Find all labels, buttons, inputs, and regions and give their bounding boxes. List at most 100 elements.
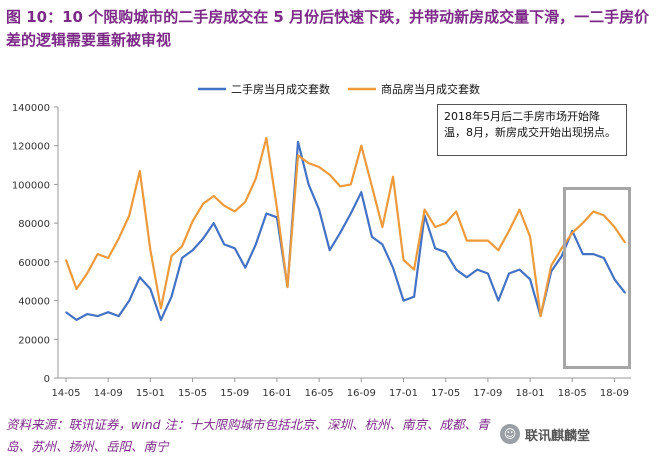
series-2-point — [455, 210, 458, 213]
y-tick-label: 120000 — [12, 142, 50, 153]
series-2-point — [392, 175, 394, 178]
source-note: 资料来源：联讯证券，wind 注：十大限购城市包括北京、深圳、杭州、南京、成都、… — [6, 417, 490, 454]
series-1-point — [202, 237, 204, 240]
series-1-point — [223, 243, 225, 246]
wechat-icon: ☺ — [500, 424, 520, 444]
series-1-point — [339, 232, 342, 234]
series-1-point — [65, 311, 67, 314]
series-1-point — [413, 295, 415, 298]
series-2-point — [318, 166, 320, 168]
series-2-point — [539, 315, 542, 317]
series-2-point — [434, 226, 437, 228]
x-tick-label: 16-01 — [262, 388, 291, 399]
series-1-point — [86, 313, 88, 315]
series-1-point — [139, 276, 141, 279]
series-1-point — [624, 292, 626, 294]
series-2-point — [170, 255, 173, 257]
y-tick-label: 0 — [44, 374, 50, 385]
series-2-point — [328, 174, 331, 176]
series-2-point — [234, 210, 236, 213]
series-1-point — [518, 268, 521, 271]
x-tick-label: 18-05 — [558, 388, 587, 399]
series-2-point — [297, 154, 299, 157]
series-1-point — [244, 266, 247, 269]
series-2-point — [571, 232, 574, 234]
series-2-point — [529, 235, 531, 238]
y-tick-label: 80000 — [18, 219, 50, 230]
series-2-point — [402, 259, 405, 261]
series-1-point — [466, 276, 468, 279]
x-tick-label: 14-05 — [51, 388, 80, 399]
series-1-point — [328, 249, 331, 251]
series-2-point — [307, 162, 310, 164]
watermark-text: 联讯麒麟堂 — [525, 428, 591, 444]
series-2-point — [624, 241, 626, 244]
series-layer — [64, 136, 626, 321]
series-2-point — [508, 230, 510, 232]
series-2-point — [223, 204, 225, 207]
series-2-point — [128, 214, 131, 217]
series-2-point — [466, 239, 468, 242]
y-tick-label: 40000 — [18, 297, 50, 308]
series-2-point — [518, 208, 521, 211]
series-2-point — [582, 222, 584, 224]
y-axis: 0 20000 40000 60000 80000 100000 120000 140000 — [12, 103, 59, 385]
series-1-point — [96, 315, 99, 317]
series-2-point — [149, 249, 152, 251]
series-2-point — [265, 137, 268, 139]
legend: 二手房当月成交套数 商品房当月成交套数 — [198, 82, 480, 96]
series-1-point — [149, 288, 152, 290]
series-2-point — [550, 264, 552, 267]
x-tick-label: 18-01 — [516, 388, 545, 399]
series-2-point — [191, 220, 194, 222]
series-1-point — [381, 243, 384, 246]
series-2-point — [360, 144, 363, 147]
series-1-point — [592, 253, 595, 255]
series-line-2 — [64, 136, 626, 318]
series-1-point — [455, 268, 458, 271]
series-2-point — [339, 185, 342, 188]
series-2-point — [107, 257, 109, 259]
series-2-point — [244, 201, 247, 203]
series-2-point — [96, 253, 99, 255]
series-2-point — [423, 208, 426, 211]
series-1-point — [402, 299, 405, 302]
x-tick-label: 16-09 — [347, 388, 376, 399]
series-1-point — [476, 268, 479, 271]
series-2-point — [497, 249, 500, 251]
series-2-point — [65, 259, 67, 261]
series-2-point — [255, 177, 257, 180]
x-tick-label: 17-01 — [389, 388, 418, 399]
series-2-point — [381, 226, 384, 228]
series-2-point — [560, 247, 563, 250]
y-tick-label: 20000 — [18, 335, 50, 346]
series-2-point — [444, 222, 447, 224]
series-1-point — [128, 299, 131, 302]
series-1-point — [434, 247, 437, 250]
series-1-point — [212, 222, 215, 224]
series-1-point — [170, 295, 173, 298]
series-1-point — [582, 253, 584, 255]
y-tick-label: 140000 — [12, 103, 50, 114]
series-1-point — [107, 311, 109, 314]
series-2-point — [413, 268, 415, 271]
series-2-point — [371, 185, 373, 188]
series-1-point — [181, 257, 183, 259]
x-tick-label: 17-09 — [473, 388, 502, 399]
series-1-point — [307, 183, 310, 186]
legend-label-series1: 二手房当月成交套数 — [231, 82, 330, 96]
x-tick-label: 18-09 — [600, 388, 629, 399]
x-axis: 14-05 14-09 15-01 15-05 15-09 16-01 16-05 16-09… — [51, 377, 631, 399]
legend-label-series2: 商品房当月成交套数 — [381, 82, 480, 96]
series-1-point — [297, 141, 299, 143]
series-2-point — [181, 245, 183, 248]
series-1-point — [613, 278, 616, 281]
series-1-point — [560, 255, 563, 257]
series-1-point — [234, 247, 236, 250]
series-1-point — [392, 266, 394, 269]
series-2-point — [350, 183, 352, 186]
x-tick-label: 15-01 — [136, 388, 165, 399]
series-1-point — [529, 278, 531, 281]
y-tick-label: 60000 — [18, 258, 50, 269]
